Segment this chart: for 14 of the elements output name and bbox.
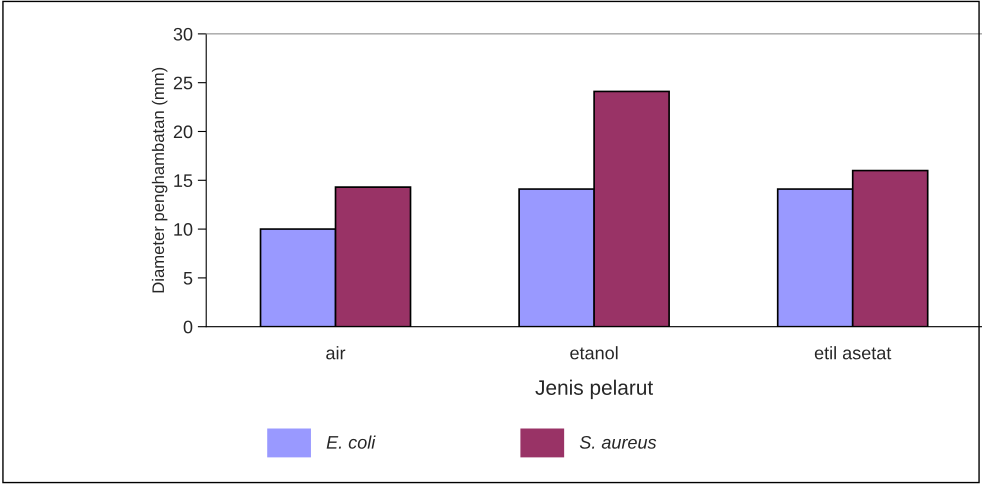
y-tick-label: 15 <box>174 174 192 188</box>
y-tick-label: 20 <box>174 125 192 138</box>
y-tick-label: 0 <box>184 320 192 334</box>
legend-label: E. coli <box>326 436 376 449</box>
y-tick-label: 10 <box>174 223 192 236</box>
x-tick-label: etil asetat <box>814 346 892 360</box>
x-axis-title: Jenis pelarut <box>535 380 654 400</box>
y-tick-label: 30 <box>174 28 192 41</box>
legend-label: S. aureus <box>580 436 656 449</box>
y-axis-title: Diameter penghambatan (mm) <box>152 68 168 292</box>
y-tick-label: 25 <box>174 76 192 90</box>
x-tick-label: etanol <box>570 346 618 360</box>
x-tick-label: air <box>326 346 346 360</box>
y-tick-label: 5 <box>184 272 192 285</box>
